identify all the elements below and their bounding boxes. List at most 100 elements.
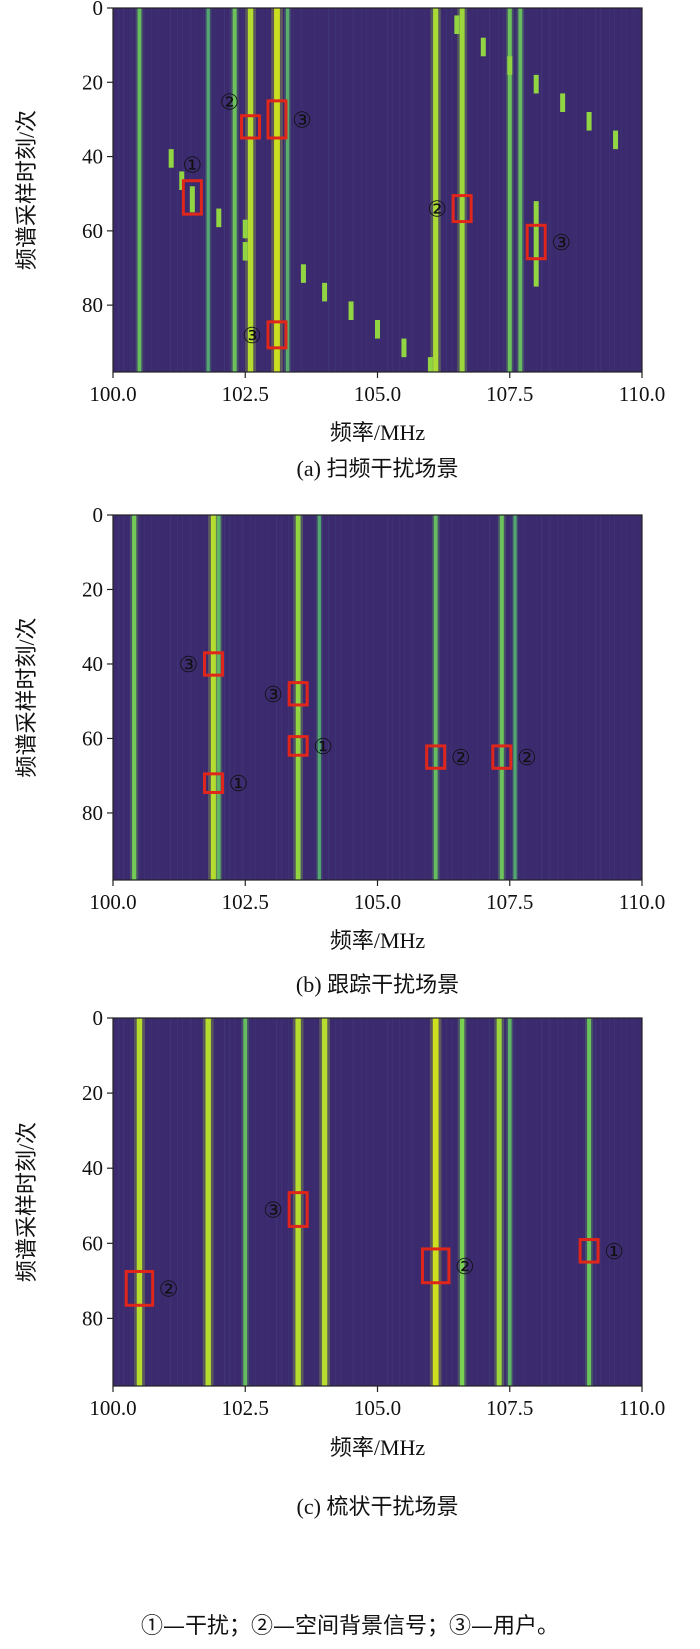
x-tick-label: 110.0 (619, 890, 665, 914)
noise-column (465, 1018, 467, 1386)
noise-column (335, 8, 337, 372)
annotation-box (451, 194, 473, 224)
noise-column (373, 1018, 375, 1386)
noise-column (515, 1018, 517, 1386)
annotation-box (287, 681, 309, 707)
figure-legend: ①—干扰；②—空间背景信号；③—用户。 (140, 1614, 559, 1639)
noise-column (340, 8, 342, 372)
noise-column (633, 8, 635, 372)
noise-column (378, 515, 380, 880)
noise-column (557, 1018, 559, 1386)
noise-column (399, 1018, 401, 1386)
noise-column (118, 1018, 120, 1386)
x-tick-label: 100.0 (89, 382, 136, 406)
noise-column (165, 515, 167, 880)
sweep-segment (613, 130, 619, 150)
sweep-segment (427, 357, 433, 372)
noise-column (151, 515, 153, 880)
noise-column (576, 8, 578, 372)
noise-column (151, 8, 153, 372)
noise-column (541, 1018, 543, 1386)
y-tick-label: 80 (82, 801, 103, 825)
annotation-label: ② (159, 1276, 179, 1301)
annotation-box (124, 1269, 155, 1307)
noise-column (319, 1018, 321, 1386)
noise-column (557, 515, 559, 880)
annotation-box (266, 99, 288, 140)
noise-column (241, 1018, 243, 1386)
noise-column (314, 515, 316, 880)
noise-column (600, 8, 602, 372)
signal-line (433, 8, 439, 372)
noise-column (217, 8, 219, 372)
chart-panel-3: 100.0 102.5 105.0 107.5 110.0 0 20 40 60 80 频率/MHz… (14, 1006, 665, 1519)
noise-column (241, 8, 243, 372)
noise-column (165, 8, 167, 372)
noise-column (522, 8, 524, 372)
noise-column (463, 515, 465, 880)
noise-column (404, 515, 406, 880)
noise-column (241, 515, 243, 880)
annotation-box (287, 1191, 309, 1228)
noise-column (524, 515, 526, 880)
annotation-label: ② (517, 745, 537, 770)
noise-column (626, 1018, 628, 1386)
noise-column (576, 515, 578, 880)
noise-column (302, 515, 304, 880)
noise-column (224, 515, 226, 880)
noise-column (156, 8, 158, 372)
noise-column (472, 8, 474, 372)
noise-column (439, 515, 441, 880)
noise-column (267, 8, 269, 372)
signal-line (587, 1018, 592, 1386)
noise-column (437, 515, 439, 880)
noise-column (465, 515, 467, 880)
noise-column (425, 8, 427, 372)
noise-column (588, 8, 590, 372)
y-tick-label: 40 (82, 145, 103, 169)
noise-column (451, 515, 453, 880)
noise-column (413, 515, 415, 880)
x-tick-label: 102.5 (222, 1396, 269, 1420)
noise-column (439, 1018, 441, 1386)
noise-column (635, 515, 637, 880)
noise-column (328, 515, 330, 880)
noise-column (411, 8, 413, 372)
noise-column (562, 8, 564, 372)
noise-column (335, 1018, 337, 1386)
annotation-label: ① (604, 1239, 624, 1264)
noise-column (378, 8, 380, 372)
y-tick-label: 0 (93, 503, 104, 527)
heatmap-background (113, 515, 642, 880)
signal-line (274, 8, 280, 372)
noise-column (626, 8, 628, 372)
noise-column (635, 8, 637, 372)
y-axis-title: 频谱采样时刻/次 (14, 110, 39, 270)
signal-line (243, 1018, 248, 1386)
noise-column (229, 1018, 231, 1386)
noise-column (300, 515, 302, 880)
noise-column (262, 8, 264, 372)
noise-column (354, 1018, 356, 1386)
noise-column (387, 8, 389, 372)
x-tick-label: 110.0 (619, 382, 665, 406)
y-tick-label: 80 (82, 293, 103, 317)
y-tick-label: 60 (82, 726, 103, 750)
noise-column (144, 8, 146, 372)
noise-column (562, 515, 564, 880)
x-tick-label: 105.0 (354, 1396, 401, 1420)
sweep-segment (300, 264, 306, 283)
noise-column (614, 1018, 616, 1386)
sweep-segment (533, 201, 539, 287)
sweep-segment (533, 74, 539, 94)
noise-column (609, 1018, 611, 1386)
noise-column (550, 8, 552, 372)
noise-column (446, 8, 448, 372)
noise-column (387, 1018, 389, 1386)
noise-column (177, 1018, 179, 1386)
noise-column (158, 1018, 160, 1386)
noise-column (203, 515, 205, 880)
annotation-box (525, 223, 547, 261)
signal-line (518, 8, 523, 372)
noise-column (182, 1018, 184, 1386)
